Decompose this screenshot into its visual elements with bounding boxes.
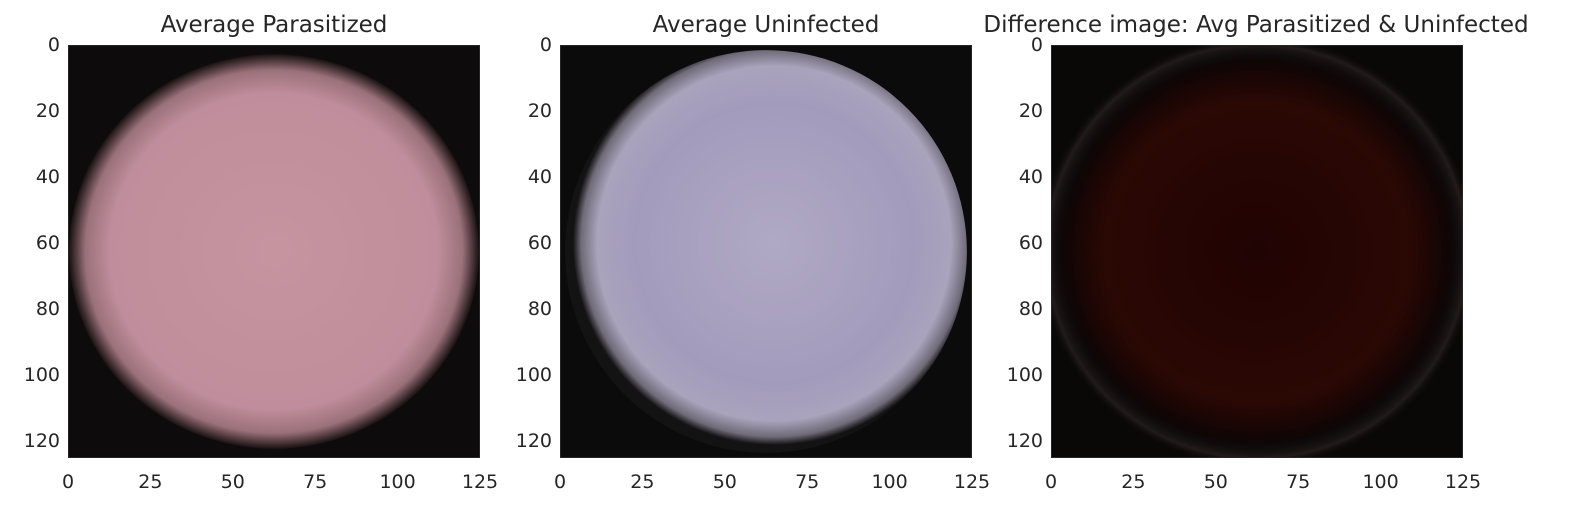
panel-2-title: Average Uninfected bbox=[652, 12, 880, 38]
panel-1-xtick-label: 0 bbox=[61, 471, 75, 493]
panel-3-ytick-label: 80 bbox=[1018, 298, 1043, 321]
panel-1-xtick-label: 25 bbox=[138, 471, 163, 493]
panel-2-ytick-label: 100 bbox=[515, 364, 552, 387]
panel-2-disc bbox=[565, 50, 967, 453]
panel-2-ytick-label: 120 bbox=[515, 430, 552, 453]
panel-3-xtick-label: 125 bbox=[1444, 471, 1482, 493]
panel-2-ytick-label: 20 bbox=[527, 100, 552, 123]
panel-2-xtick-label: 100 bbox=[871, 471, 908, 493]
panel-3-image bbox=[1052, 46, 1462, 457]
panel-3-ytick-label: 120 bbox=[1006, 430, 1043, 453]
panel-2-xtick-label: 75 bbox=[795, 471, 820, 493]
panel-1-ytick-label: 80 bbox=[35, 298, 60, 321]
panel-3-ytick-label: 20 bbox=[1018, 100, 1043, 123]
panel-3-ytick-label: 100 bbox=[1006, 364, 1043, 387]
panel-1-axes bbox=[68, 45, 480, 458]
panel-2-ytick-label: 0 bbox=[539, 34, 552, 56]
panel-1-ytick-label: 120 bbox=[23, 430, 60, 453]
panel-2-image bbox=[561, 46, 971, 457]
panel-2-ytick-label: 40 bbox=[527, 166, 552, 189]
panel-1-ytick-label: 20 bbox=[35, 100, 60, 123]
panel-3-xtick-label: 0 bbox=[1044, 471, 1058, 493]
panel-3-xtick-label: 75 bbox=[1286, 471, 1311, 493]
panel-1-disc bbox=[69, 54, 479, 449]
panel-2-xtick-label: 125 bbox=[953, 471, 991, 493]
panel-3-xtick-label: 50 bbox=[1203, 471, 1228, 493]
panel-1-title: Average Parasitized bbox=[160, 12, 388, 38]
panel-2-ytick-label: 80 bbox=[527, 298, 552, 321]
panel-1-image bbox=[69, 46, 479, 457]
panel-2-xtick-label: 50 bbox=[712, 471, 737, 493]
panel-3-ring bbox=[1052, 46, 1462, 457]
panel-3-title: Difference image: Avg Parasitized & Unin… bbox=[983, 12, 1529, 38]
panel-1-xtick-label: 50 bbox=[220, 471, 245, 493]
panel-3-ytick-label: 0 bbox=[1030, 34, 1043, 56]
panel-2-xtick-label: 25 bbox=[630, 471, 655, 493]
panel-3-xtick-label: 25 bbox=[1121, 471, 1146, 493]
panel-1-xtick-label: 75 bbox=[303, 471, 328, 493]
panel-3-xtick-label: 100 bbox=[1362, 471, 1399, 493]
panel-2-axes bbox=[560, 45, 972, 458]
panel-1-ytick-label: 100 bbox=[23, 364, 60, 387]
panel-3-axes bbox=[1051, 45, 1463, 458]
panel-2-ytick-label: 60 bbox=[527, 232, 552, 255]
panel-1-ytick-label: 60 bbox=[35, 232, 60, 255]
panel-1-xtick-label: 125 bbox=[461, 471, 499, 493]
panel-3-ytick-label: 40 bbox=[1018, 166, 1043, 189]
panel-1-ytick-label: 0 bbox=[47, 34, 60, 56]
panel-1-ytick-label: 40 bbox=[35, 166, 60, 189]
panel-3-ytick-label: 60 bbox=[1018, 232, 1043, 255]
panel-2-xtick-label: 0 bbox=[553, 471, 567, 493]
panel-1-xtick-label: 100 bbox=[379, 471, 416, 493]
